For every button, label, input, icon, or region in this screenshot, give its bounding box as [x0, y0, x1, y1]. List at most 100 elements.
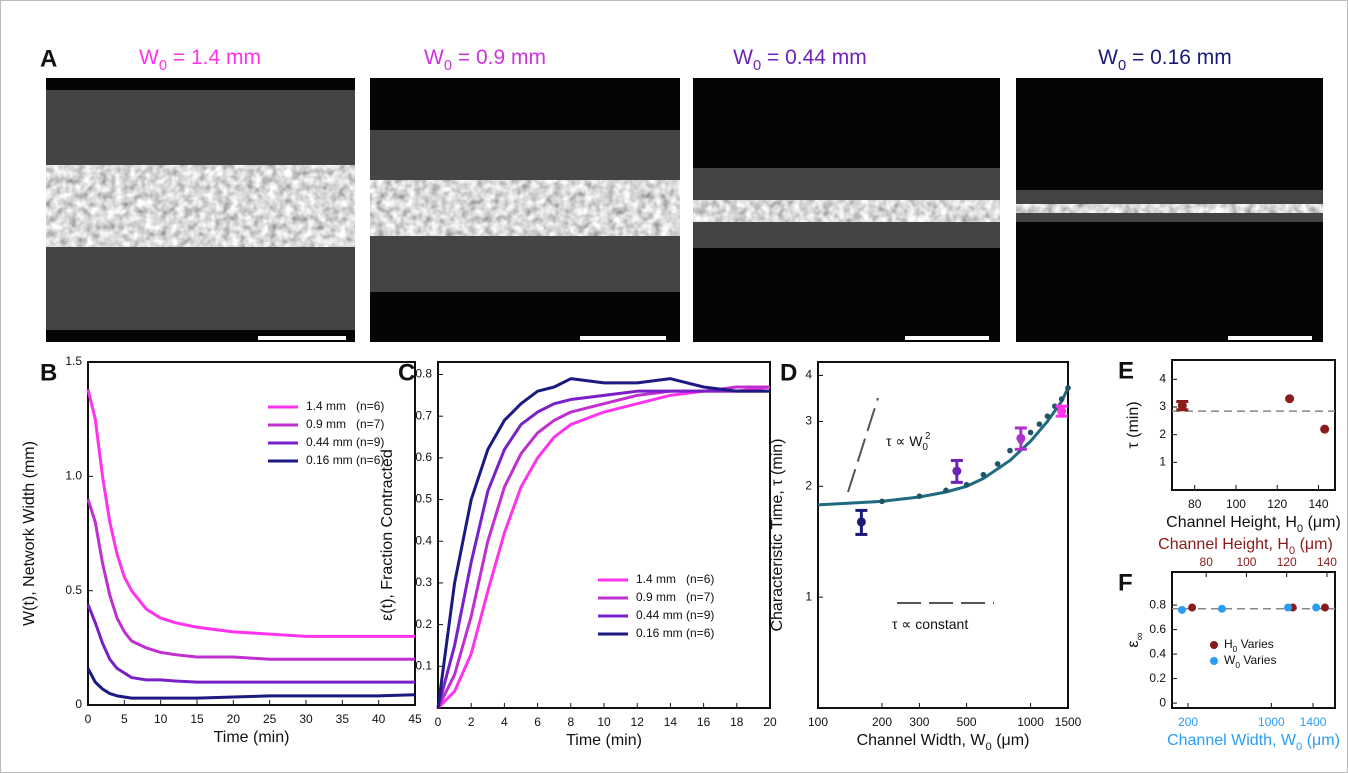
text-part: Channel Width, W: [1167, 732, 1297, 749]
y-tick-label: 1: [1159, 455, 1166, 469]
image-title: W0 = 1.4 mm: [139, 46, 261, 74]
y-tick-label: 0.8: [415, 367, 432, 381]
x2-tick-label: 140: [1317, 555, 1337, 569]
x2-tick-label: 100: [1236, 555, 1256, 569]
text-part: (μm): [1302, 732, 1340, 749]
y-tick-label: 0.6: [415, 450, 432, 464]
plot-frame: [817, 361, 1069, 709]
image-title: W0 = 0.9 mm: [424, 46, 546, 74]
dot: [1058, 396, 1065, 402]
y-tick-label: 0.1: [415, 658, 432, 672]
text-part: 0: [1297, 523, 1303, 535]
network: [370, 180, 680, 236]
text-part: τ ∝ constant: [892, 616, 968, 632]
x-tick-label: 0: [85, 712, 92, 726]
text-part: 0: [1296, 741, 1302, 753]
x-axis-label: Channel Height, H0 (μm): [1166, 514, 1341, 535]
panel-letter: D: [780, 359, 797, 386]
y-tick-label: 1.0: [65, 469, 82, 483]
legend-label: W0 Varies: [1224, 653, 1276, 670]
x-tick-label: 40: [372, 712, 386, 726]
y-tick-label: 0.4: [1149, 646, 1166, 660]
x-axis-label: Time (min): [566, 732, 642, 749]
x-tick-label: 300: [909, 715, 929, 729]
image-2: [370, 78, 680, 342]
network: [1016, 204, 1323, 213]
point: [1285, 394, 1295, 404]
image-4: [1016, 78, 1323, 342]
x-tick-label: 500: [957, 715, 977, 729]
y-tick-label: 0.5: [415, 492, 432, 506]
text-part: W: [1098, 46, 1118, 69]
x-tick-label: 6: [534, 715, 541, 729]
text-part: W: [1224, 653, 1236, 667]
x-tick-label: 140: [1308, 497, 1328, 511]
y-tick-label: 3: [805, 414, 812, 428]
y-tick-label: 0.8: [1149, 597, 1166, 611]
x-tick-label: 1000: [1017, 715, 1044, 729]
x-tick-label: 200: [872, 715, 892, 729]
plot-frame: [1171, 571, 1336, 709]
dot: [943, 487, 949, 494]
text-part: 0: [986, 741, 992, 753]
plot-frame: [1171, 359, 1336, 491]
text-part: Channel Width, W: [857, 732, 987, 749]
dot: [916, 493, 923, 499]
point: [856, 517, 866, 527]
panel-letter: C: [398, 359, 415, 386]
y-tick-label: 0: [75, 697, 82, 711]
x-tick-label: 1500: [1055, 715, 1082, 729]
legend-label: 1.4 mm (n=6): [306, 399, 384, 413]
x-tick-label: 100: [1226, 497, 1246, 511]
x-tick-label: 20: [227, 712, 241, 726]
x-tick-label: 25: [263, 712, 277, 726]
text-part: = 0.44 mm: [761, 46, 867, 69]
x2-axis-label: Channel Height, H0 (μm): [1158, 536, 1333, 557]
x-tick-label: 15: [190, 712, 204, 726]
x-tick-label: 35: [336, 712, 350, 726]
legend-marker: [1210, 657, 1218, 665]
network: [46, 165, 355, 247]
dot: [1036, 421, 1043, 427]
x-tick-label: 20: [763, 715, 777, 729]
text-part: = 0.9 mm: [452, 46, 546, 69]
y-tick-label: 0.2: [1149, 671, 1166, 685]
legend-label: H0 Varies: [1224, 637, 1274, 654]
point: [1217, 604, 1226, 613]
dot: [1044, 413, 1051, 419]
x-tick-label: 8: [567, 715, 574, 729]
data-line: [436, 389, 770, 709]
scale-bar: [580, 336, 666, 340]
y-tick-label: 4: [1159, 372, 1166, 386]
dot: [980, 471, 987, 478]
x-axis-label: Channel Width, W0 (μm): [857, 732, 1030, 753]
text-part: 0: [1289, 545, 1295, 557]
legend-label: 0.44 mm (n=9): [636, 608, 714, 622]
y-tick-label: 0.4: [415, 533, 432, 547]
x-tick-label: 200: [1178, 715, 1198, 729]
text-part: = 0.16 mm: [1126, 46, 1232, 69]
dot: [963, 481, 970, 488]
text-part: ε: [1125, 640, 1142, 647]
x2-tick-label: 80: [1200, 555, 1214, 569]
text-part: Varies: [1237, 637, 1273, 651]
text-part: 2: [925, 431, 930, 442]
panel-letter: F: [1118, 569, 1133, 596]
y-tick-label: 3: [1159, 399, 1166, 413]
point: [1284, 603, 1293, 612]
dot: [879, 498, 885, 505]
y-tick-label: 0.3: [415, 575, 432, 589]
scale-bar: [905, 336, 989, 340]
text-part: 0: [1235, 660, 1240, 670]
image-title: W0 = 0.44 mm: [733, 46, 867, 74]
point: [1016, 433, 1026, 443]
text-part: W: [424, 46, 444, 69]
panel-letter: E: [1118, 357, 1134, 384]
fit-line: [817, 387, 1070, 507]
x-tick-label: 4: [501, 715, 508, 729]
y-axis-label: τ (min): [1125, 401, 1142, 448]
point: [952, 466, 962, 476]
plot-frame: [87, 361, 416, 706]
x-tick-label: 80: [1188, 497, 1202, 511]
